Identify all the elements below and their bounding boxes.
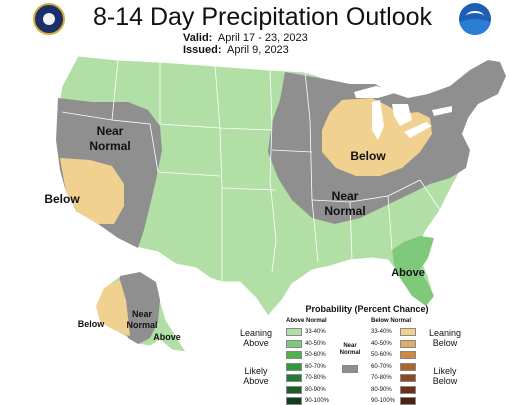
alaska-near-label: Near (132, 309, 153, 319)
legend-below-range: 33-40% (371, 329, 392, 335)
state-boundaries (61, 59, 441, 282)
issued-line: Issued: April 9, 2023 (183, 44, 289, 56)
legend-leaning-above: Leaning Above (239, 328, 273, 348)
lake-erie (404, 122, 432, 138)
legend-above-swatch (286, 328, 302, 336)
page-title: 8-14 Day Precipitation Outlook (92, 3, 433, 31)
legend-below-range: 80-90% (371, 386, 392, 393)
above-normal-southeast-region (392, 236, 434, 306)
legend-above-swatch (286, 339, 302, 348)
noaa-logo-icon (459, 3, 491, 35)
legend-above-swatch (286, 374, 302, 382)
legend-likely-below: Likely Below (432, 366, 458, 386)
legend-below-swatch (400, 351, 416, 359)
valid-value: April 17 - 23, 2023 (217, 32, 308, 44)
legend-above-range: 80-90% (305, 386, 326, 393)
legend-above-swatch (286, 385, 302, 394)
legend-below-range: 50-60% (371, 352, 392, 358)
issued-label: Issued: (183, 44, 222, 56)
legend-below-swatch (400, 397, 416, 405)
alaska-below-label: Below (78, 319, 106, 329)
southwest-below-label: Below (44, 192, 80, 206)
legend-above-swatch (286, 362, 302, 371)
legend-above-range: 40-50% (305, 340, 326, 347)
legend-above-range: 90-100% (305, 398, 330, 404)
legend-above-swatch (286, 397, 302, 405)
legend-below-swatch (400, 339, 416, 348)
great-lakes-water (354, 86, 398, 98)
legend-leaning-below: Leaning Below (428, 328, 462, 348)
central-near-label: Near (332, 189, 359, 203)
legend-above-swatch (286, 351, 302, 359)
west-near-label: Near (97, 124, 124, 138)
legend-below-swatch (400, 374, 416, 382)
legend-above-range: 70-80% (305, 375, 326, 381)
legend-near-normal-label: Near Normal (339, 343, 361, 356)
valid-label: Valid: (183, 32, 213, 44)
alaska-above-label: Above (153, 332, 181, 342)
legend-below-range: 70-80% (371, 375, 392, 381)
legend-above-range: 60-70% (305, 363, 326, 370)
west-normal-label: Normal (89, 139, 130, 153)
valid-line: Valid: April 17 - 23, 2023 (183, 32, 308, 44)
legend-below-header: Below Normal (371, 318, 412, 324)
great-lakes-below-label: Below (350, 149, 386, 163)
legend-below-range: 60-70% (371, 363, 392, 370)
legend-title: Probability (Percent Chance) (305, 304, 429, 314)
lake-huron (392, 104, 412, 126)
legend-above-header: Above Normal (286, 318, 327, 324)
legend-below-range: 90-100% (371, 398, 396, 404)
below-normal-southwest-region (60, 158, 124, 224)
legend-below-swatch (400, 385, 416, 394)
legend-below-range: 40-50% (371, 340, 392, 347)
legend-above-range: 50-60% (305, 352, 326, 358)
legend-near-normal-swatch (342, 365, 358, 373)
issued-value: April 9, 2023 (227, 44, 289, 56)
alaska-below-normal-region (96, 280, 130, 336)
alaska-normal-label: Normal (126, 320, 157, 330)
legend-below-swatch (400, 362, 416, 371)
central-normal-label: Normal (324, 204, 365, 218)
legend-above-range: 33-40% (305, 329, 326, 335)
legend-below-swatch (400, 328, 416, 336)
lake-ontario (432, 106, 452, 116)
southeast-above-label: Above (391, 267, 425, 279)
lake-michigan (372, 100, 384, 140)
legend-likely-above: Likely Above (243, 366, 269, 386)
dept-of-commerce-seal-icon (33, 3, 65, 35)
